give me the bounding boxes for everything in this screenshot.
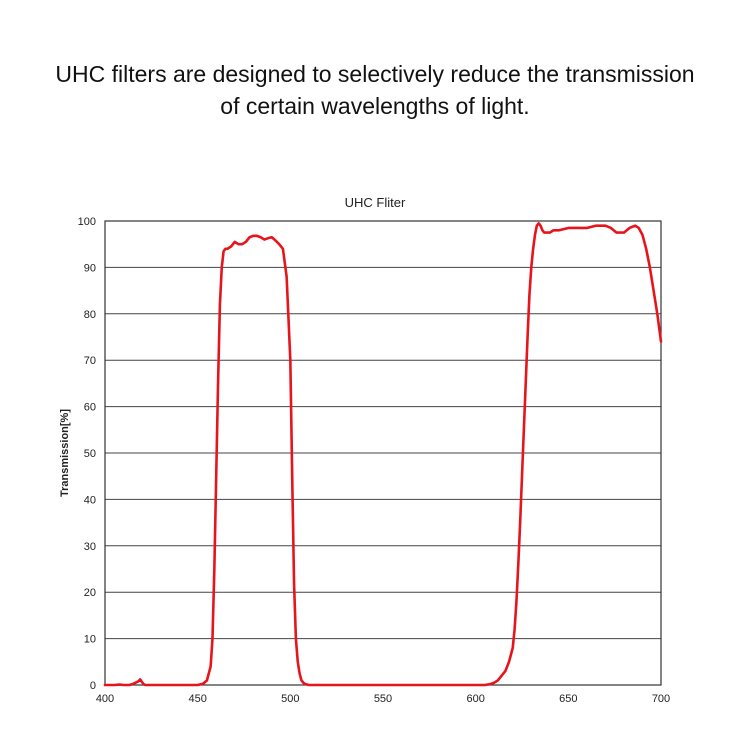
y-tick-label-10: 10 bbox=[84, 634, 96, 646]
y-tick-label-60: 60 bbox=[84, 402, 96, 414]
chart-title: UHC Fliter bbox=[345, 195, 406, 210]
caption-line-1: UHC filters are designed to selectively … bbox=[55, 61, 695, 87]
x-tick-labels: 400 450 500 550 600 650 700 bbox=[96, 693, 670, 705]
x-tick-label-450: 450 bbox=[188, 693, 206, 705]
y-tick-label-90: 90 bbox=[84, 262, 96, 274]
y-tick-label-20: 20 bbox=[84, 587, 96, 599]
y-tick-label-30: 30 bbox=[84, 541, 96, 553]
caption: UHC filters are designed to selectively … bbox=[0, 58, 750, 122]
y-axis-label: Transmission[%] bbox=[59, 409, 71, 497]
y-tick-label-70: 70 bbox=[84, 355, 96, 367]
transmission-line bbox=[103, 222, 663, 687]
x-tick-label-400: 400 bbox=[96, 693, 114, 705]
y-tick-label-50: 50 bbox=[84, 448, 96, 460]
x-tick-label-700: 700 bbox=[652, 693, 670, 705]
x-tick-label-500: 500 bbox=[281, 693, 299, 705]
x-tick-label-550: 550 bbox=[374, 693, 392, 705]
y-tick-label-80: 80 bbox=[84, 309, 96, 321]
grid-lines bbox=[105, 266, 661, 640]
caption-line-2: of certain wavelengths of light. bbox=[220, 93, 530, 119]
y-tick-labels: 0 10 20 30 40 50 60 70 80 90 100 bbox=[78, 216, 96, 692]
x-tick-label-600: 600 bbox=[466, 693, 484, 705]
y-tick-label-100: 100 bbox=[78, 216, 96, 228]
y-tick-label-40: 40 bbox=[84, 494, 96, 506]
y-tick-label-0: 0 bbox=[90, 680, 96, 692]
x-tick-label-650: 650 bbox=[559, 693, 577, 705]
